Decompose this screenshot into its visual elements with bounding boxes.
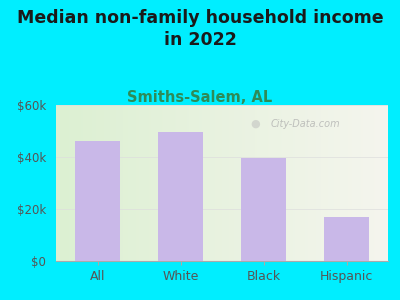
Text: Median non-family household income
in 2022: Median non-family household income in 20… xyxy=(17,9,383,49)
Text: City-Data.com: City-Data.com xyxy=(270,119,340,129)
Bar xyxy=(324,217,369,261)
Text: ●: ● xyxy=(250,119,260,129)
Bar xyxy=(158,132,203,261)
Bar xyxy=(75,141,120,261)
Bar xyxy=(241,158,286,261)
Text: Smiths-Salem, AL: Smiths-Salem, AL xyxy=(127,90,273,105)
